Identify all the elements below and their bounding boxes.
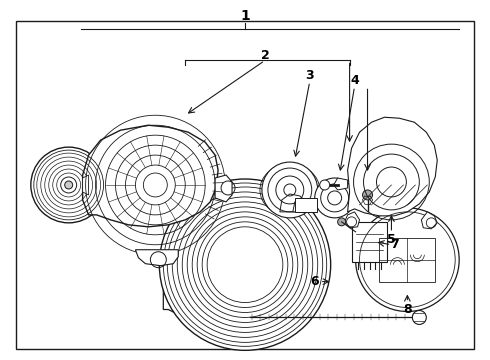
Circle shape: [356, 208, 459, 311]
Circle shape: [159, 179, 331, 350]
Circle shape: [315, 178, 355, 218]
Polygon shape: [83, 175, 89, 195]
Text: 3: 3: [305, 69, 314, 82]
Circle shape: [31, 147, 106, 223]
Polygon shape: [334, 178, 347, 190]
Polygon shape: [347, 117, 437, 216]
Circle shape: [319, 180, 330, 190]
Polygon shape: [163, 210, 315, 324]
Text: 8: 8: [403, 303, 412, 316]
Polygon shape: [295, 198, 317, 212]
Text: 1: 1: [240, 9, 250, 23]
Circle shape: [363, 190, 372, 200]
FancyBboxPatch shape: [16, 21, 474, 349]
Text: 7: 7: [390, 238, 399, 251]
Circle shape: [338, 218, 345, 226]
Polygon shape: [293, 198, 310, 212]
Text: 2: 2: [261, 49, 270, 62]
Text: 5: 5: [387, 233, 396, 246]
Polygon shape: [352, 222, 388, 262]
Polygon shape: [344, 212, 360, 228]
Circle shape: [262, 162, 318, 218]
Text: 4: 4: [350, 74, 359, 87]
Text: 6: 6: [311, 275, 319, 288]
Polygon shape: [135, 250, 178, 266]
Polygon shape: [215, 175, 232, 202]
Circle shape: [413, 310, 426, 324]
Circle shape: [65, 181, 73, 189]
Polygon shape: [421, 212, 437, 229]
Polygon shape: [83, 125, 218, 227]
Polygon shape: [280, 194, 306, 212]
